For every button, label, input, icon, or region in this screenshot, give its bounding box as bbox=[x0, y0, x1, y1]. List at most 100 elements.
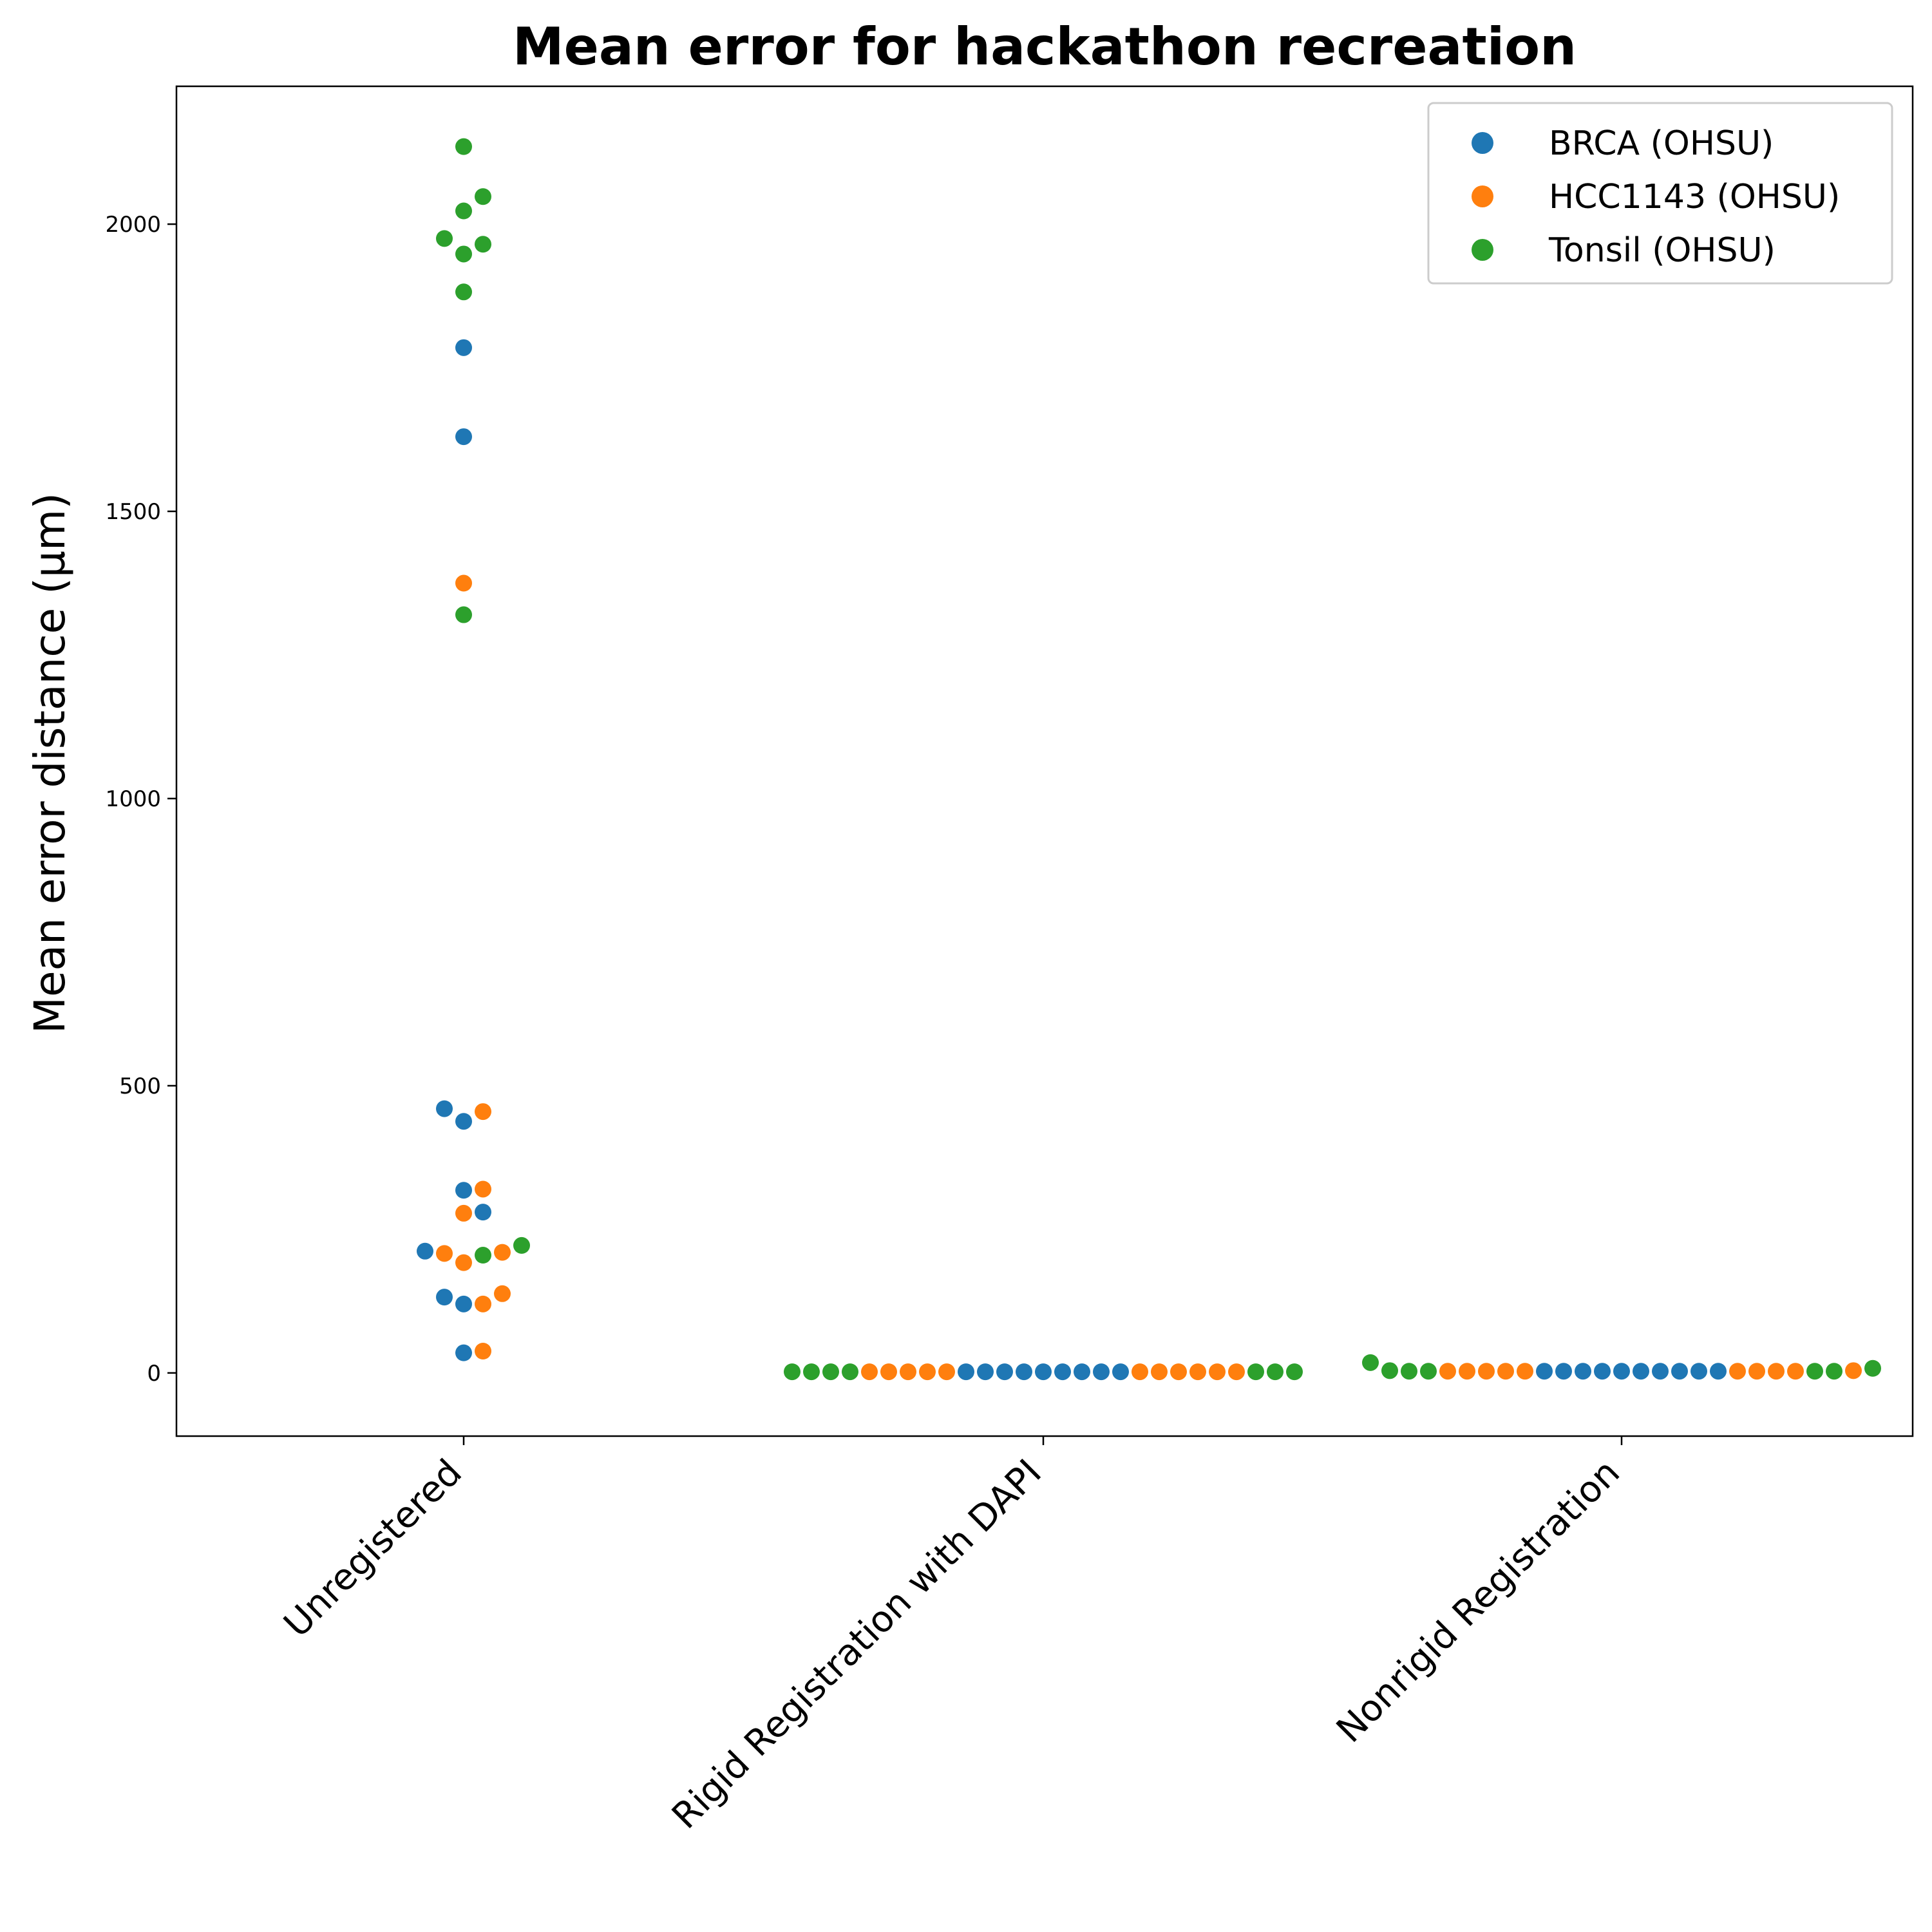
point-tonsil-ohsu bbox=[455, 245, 472, 263]
point-brca-ohsu bbox=[1652, 1363, 1669, 1380]
point-tonsil-ohsu bbox=[1806, 1363, 1823, 1380]
point-hcc1143-ohsu bbox=[1189, 1363, 1206, 1381]
y-tick-label: 0 bbox=[147, 1361, 161, 1387]
point-brca-ohsu bbox=[417, 1242, 433, 1260]
point-tonsil-ohsu bbox=[784, 1363, 800, 1381]
point-brca-ohsu bbox=[1074, 1363, 1090, 1381]
point-brca-ohsu bbox=[436, 1289, 453, 1306]
point-brca-ohsu bbox=[455, 1182, 472, 1199]
point-brca-ohsu bbox=[1016, 1363, 1032, 1381]
point-tonsil-ohsu bbox=[1362, 1354, 1379, 1371]
y-axis: 0 500 1000 1500 2000 bbox=[105, 212, 176, 1387]
point-brca-ohsu bbox=[455, 428, 472, 446]
x-tick-label: Unregistered bbox=[276, 1452, 470, 1645]
point-hcc1143-ohsu bbox=[475, 1342, 491, 1359]
point-tonsil-ohsu bbox=[455, 202, 472, 220]
point-tonsil-ohsu bbox=[1864, 1359, 1881, 1377]
point-hcc1143-ohsu bbox=[1459, 1363, 1475, 1380]
point-brca-ohsu bbox=[1671, 1363, 1688, 1380]
point-hcc1143-ohsu bbox=[900, 1363, 916, 1381]
legend-marker bbox=[1472, 132, 1493, 154]
point-tonsil-ohsu bbox=[436, 230, 453, 247]
x-tick-label: Nonrigid Registration bbox=[1329, 1452, 1628, 1751]
point-hcc1143-ohsu bbox=[455, 1204, 472, 1222]
point-tonsil-ohsu bbox=[455, 138, 472, 155]
point-hcc1143-ohsu bbox=[1228, 1363, 1245, 1381]
plot-area bbox=[175, 85, 1914, 1437]
chart-title: Mean error for hackathon recreation bbox=[513, 17, 1577, 77]
point-hcc1143-ohsu bbox=[938, 1363, 955, 1381]
point-brca-ohsu bbox=[1112, 1363, 1129, 1381]
point-brca-ohsu bbox=[1594, 1363, 1611, 1380]
legend-label: BRCA (OHSU) bbox=[1549, 124, 1774, 163]
legend-box bbox=[1427, 102, 1893, 285]
point-tonsil-ohsu bbox=[1381, 1362, 1398, 1379]
point-brca-ohsu bbox=[1710, 1363, 1727, 1380]
point-tonsil-ohsu bbox=[842, 1363, 858, 1381]
point-hcc1143-ohsu bbox=[436, 1245, 453, 1262]
point-hcc1143-ohsu bbox=[1478, 1363, 1495, 1380]
point-hcc1143-ohsu bbox=[919, 1363, 936, 1381]
point-hcc1143-ohsu bbox=[494, 1285, 511, 1302]
point-tonsil-ohsu bbox=[455, 283, 472, 301]
point-brca-ohsu bbox=[1093, 1363, 1110, 1381]
point-hcc1143-ohsu bbox=[1748, 1363, 1765, 1380]
point-hcc1143-ohsu bbox=[475, 1295, 491, 1312]
point-brca-ohsu bbox=[1035, 1363, 1052, 1381]
point-tonsil-ohsu bbox=[1420, 1363, 1437, 1380]
point-brca-ohsu bbox=[1555, 1363, 1572, 1380]
point-hcc1143-ohsu bbox=[861, 1363, 878, 1381]
point-brca-ohsu bbox=[455, 1344, 472, 1361]
y-tick-label: 2000 bbox=[105, 212, 161, 238]
point-hcc1143-ohsu bbox=[475, 1103, 491, 1121]
point-brca-ohsu bbox=[436, 1100, 453, 1117]
point-tonsil-ohsu bbox=[1267, 1363, 1283, 1381]
point-hcc1143-ohsu bbox=[1517, 1363, 1533, 1380]
point-brca-ohsu bbox=[1633, 1363, 1649, 1380]
legend-label: HCC1143 (OHSU) bbox=[1549, 178, 1840, 216]
point-brca-ohsu bbox=[1054, 1363, 1071, 1381]
y-tick-label: 500 bbox=[119, 1074, 161, 1099]
point-hcc1143-ohsu bbox=[1845, 1362, 1862, 1379]
point-hcc1143-ohsu bbox=[1787, 1363, 1804, 1380]
point-tonsil-ohsu bbox=[822, 1363, 839, 1381]
point-brca-ohsu bbox=[455, 339, 472, 356]
y-axis-label: Mean error distance (µm) bbox=[25, 493, 75, 1034]
point-brca-ohsu bbox=[1536, 1363, 1553, 1380]
point-hcc1143-ohsu bbox=[1729, 1363, 1746, 1380]
y-tick-label: 1500 bbox=[105, 499, 161, 525]
point-brca-ohsu bbox=[977, 1363, 994, 1381]
point-hcc1143-ohsu bbox=[455, 1254, 472, 1271]
point-brca-ohsu bbox=[1690, 1363, 1707, 1380]
legend-label: Tonsil (OHSU) bbox=[1548, 231, 1776, 270]
point-tonsil-ohsu bbox=[803, 1363, 820, 1381]
x-tick-label: Rigid Registration with DAPI bbox=[664, 1452, 1050, 1837]
point-tonsil-ohsu bbox=[475, 188, 491, 205]
point-tonsil-ohsu bbox=[1247, 1363, 1264, 1381]
point-brca-ohsu bbox=[475, 1204, 491, 1221]
point-tonsil-ohsu bbox=[1286, 1363, 1303, 1381]
point-hcc1143-ohsu bbox=[1439, 1363, 1456, 1380]
point-hcc1143-ohsu bbox=[1497, 1363, 1514, 1380]
point-brca-ohsu bbox=[455, 1113, 472, 1130]
point-tonsil-ohsu bbox=[513, 1236, 530, 1254]
point-hcc1143-ohsu bbox=[880, 1363, 897, 1381]
point-brca-ohsu bbox=[455, 1295, 472, 1312]
point-brca-ohsu bbox=[1575, 1363, 1591, 1380]
point-tonsil-ohsu bbox=[475, 236, 491, 253]
point-hcc1143-ohsu bbox=[1132, 1363, 1148, 1381]
point-hcc1143-ohsu bbox=[1768, 1363, 1785, 1380]
point-brca-ohsu bbox=[1613, 1363, 1630, 1380]
point-hcc1143-ohsu bbox=[1170, 1363, 1187, 1381]
point-brca-ohsu bbox=[996, 1363, 1013, 1381]
point-tonsil-ohsu bbox=[475, 1247, 491, 1264]
y-tick-label: 1000 bbox=[105, 786, 161, 812]
legend: BRCA (OHSU) HCC1143 (OHSU) Tonsil (OHSU) bbox=[1427, 102, 1893, 285]
point-tonsil-ohsu bbox=[1826, 1363, 1842, 1380]
x-axis: Unregistered Rigid Registration with DAPI… bbox=[276, 1436, 1628, 1837]
point-tonsil-ohsu bbox=[1401, 1363, 1417, 1380]
point-hcc1143-ohsu bbox=[494, 1244, 511, 1261]
legend-marker bbox=[1472, 185, 1493, 207]
legend-marker bbox=[1472, 239, 1493, 261]
